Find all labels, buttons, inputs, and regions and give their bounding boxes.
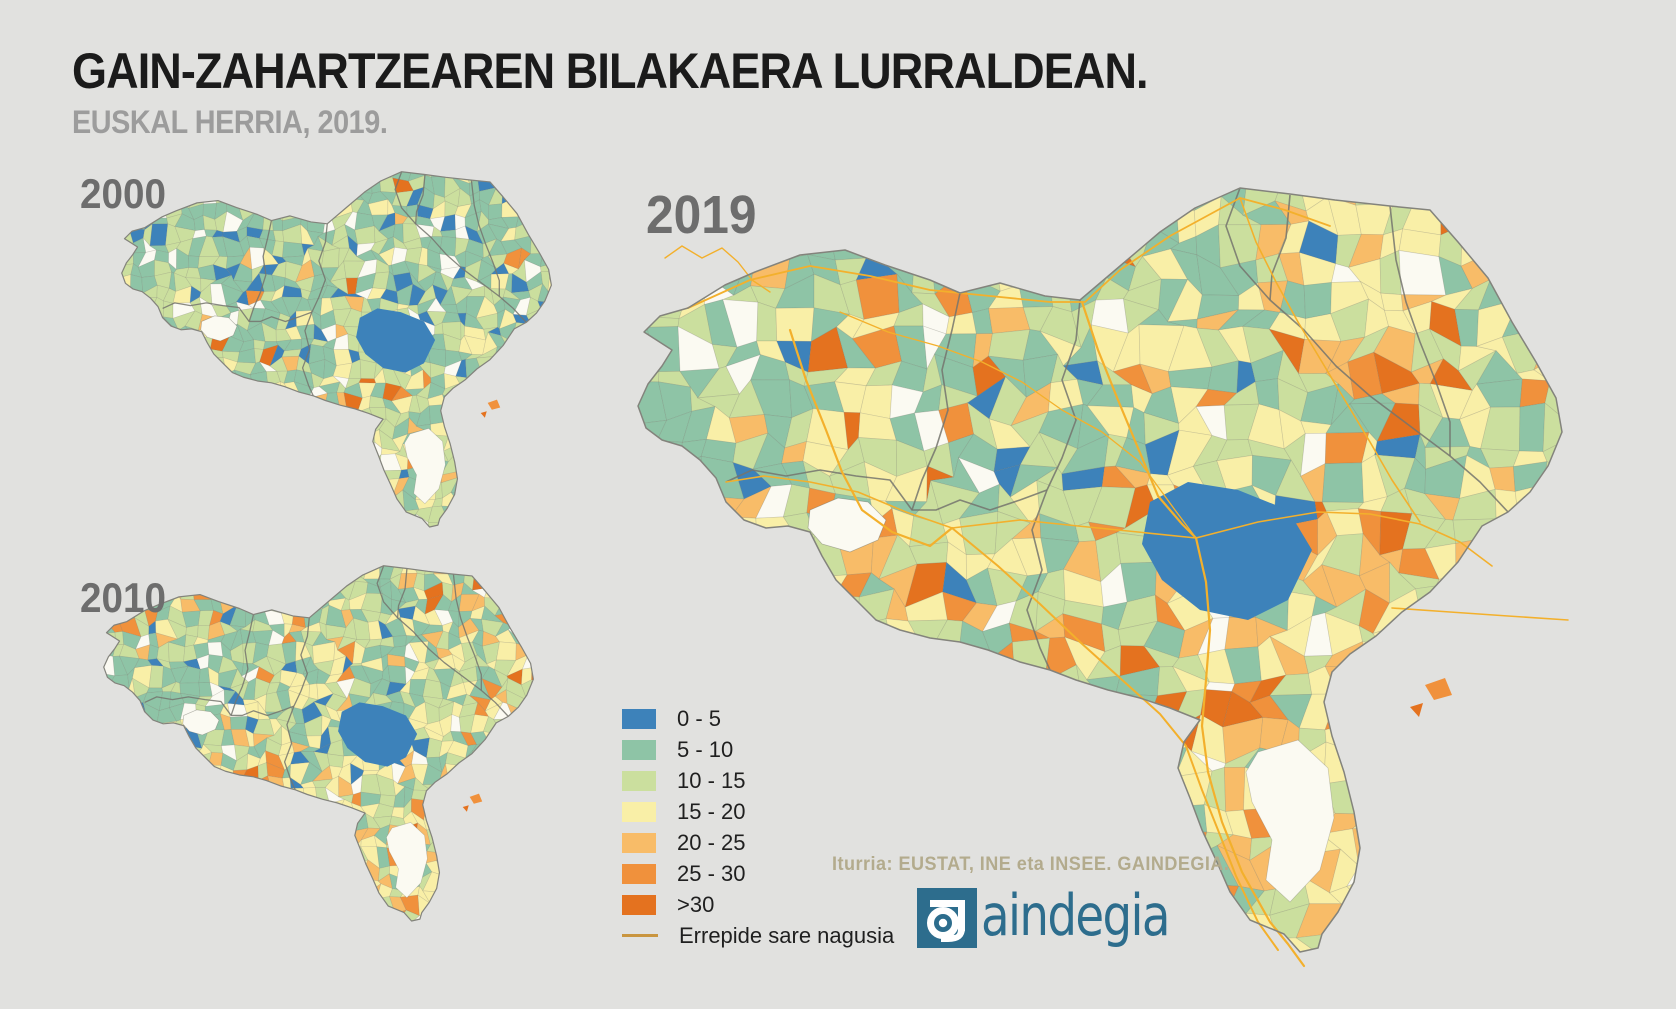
legend-swatch [622,832,656,853]
legend-item-4: 20 - 25 [622,827,894,858]
gaindegia-logo-icon [917,888,977,948]
legend-label: 15 - 20 [677,798,746,824]
legend-swatch [622,894,656,915]
legend-swatch [622,708,656,729]
legend-item-road: Errepide sare nagusia [622,920,894,951]
page-subtitle: EUSKAL HERRIA, 2019. [72,104,388,140]
page-title: GAIN-ZAHARTZEAREN BILAKAERA LURRALDEAN. [72,43,1149,99]
map-year-label-2000: 2000 [80,170,166,217]
legend-item-0: 0 - 5 [622,703,894,734]
map-2000 [121,171,552,528]
source-text: Iturria: EUSTAT, INE eta INSEE. GAINDEGI… [832,854,1230,875]
legend-item-5: 25 - 30 [622,858,894,889]
legend-label: 25 - 30 [677,860,746,886]
legend-swatch [622,770,656,791]
gaindegia-logo-text: aindegia [981,883,1170,949]
legend-label: 10 - 15 [677,767,746,793]
legend-swatch [622,863,656,884]
legend-label: 5 - 10 [677,736,734,762]
legend-label: 0 - 5 [677,705,722,731]
legend-label: >30 [677,891,715,917]
legend-swatch [622,801,656,822]
legend-item-2: 10 - 15 [622,765,894,796]
legend-item-6: >30 [622,889,894,920]
legend-label: 20 - 25 [677,829,746,855]
map-year-label-2010: 2010 [80,574,166,621]
legend-road-line [622,934,658,937]
map-year-label-2019: 2019 [646,185,757,245]
legend-item-1: 5 - 10 [622,734,894,765]
legend-swatch [622,739,656,760]
map-legend: 0 - 5 5 - 10 10 - 15 15 - 20 20 - 25 25 - 30 >… [622,703,894,951]
legend-item-3: 15 - 20 [622,796,894,827]
legend-road-label: Errepide sare nagusia [679,922,895,948]
gaindegia-logo: aindegia [917,883,1210,949]
